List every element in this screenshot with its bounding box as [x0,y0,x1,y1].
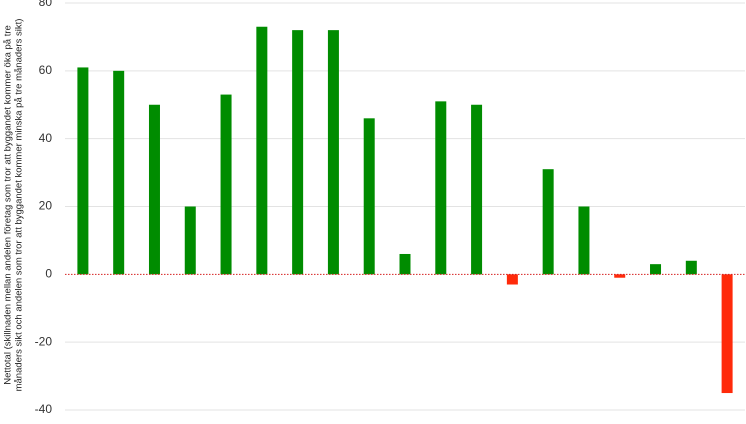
bar [292,30,304,275]
bar [614,274,626,278]
y-tick-label: 20 [39,199,53,213]
bar [650,264,662,275]
y-tick-label: -40 [35,402,53,416]
bar [435,101,447,275]
y-tick-label: 0 [45,267,52,281]
bar [685,260,697,275]
bar [327,30,339,275]
bar [113,70,125,275]
bar [363,118,375,275]
y-axis-title: Nettotal (skillnaden mellan andelen före… [3,19,25,392]
y-axis-title-line: månaders sikt och andelen som tror att b… [14,19,25,392]
y-tick-label: 80 [39,0,53,9]
y-tick-label: 40 [39,131,53,145]
bar [184,206,196,275]
y-axis-title-line: Nettotal (skillnaden mellan andelen före… [3,25,14,385]
bar [506,274,518,285]
bar [471,104,483,275]
bar [399,253,411,275]
bar [77,67,89,275]
bar [220,94,232,275]
y-tick-label: -20 [35,334,53,348]
bar [578,206,590,275]
y-tick-label: 60 [39,63,53,77]
bar [256,26,268,275]
bar [721,274,733,394]
bar [542,169,554,275]
bar [148,104,160,275]
